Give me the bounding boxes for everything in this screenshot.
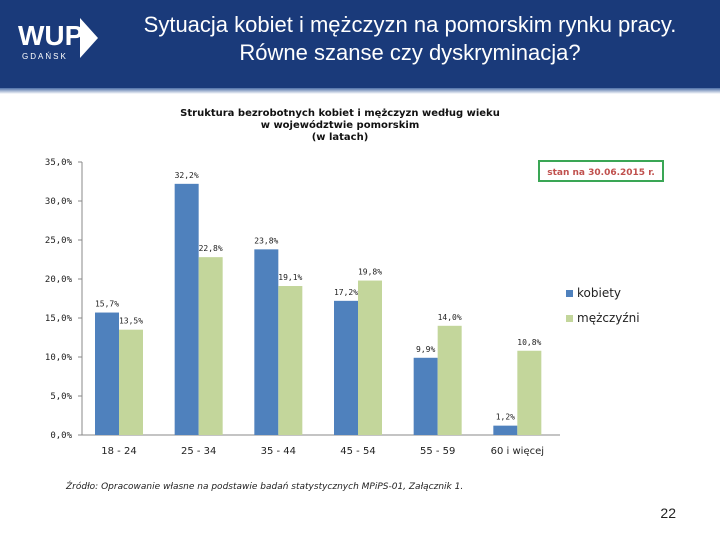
data-label: 23,8%: [254, 236, 278, 245]
x-tick-label: 55 - 59: [420, 446, 455, 457]
legend-label: kobiety: [577, 286, 621, 300]
header-stripe: [0, 88, 720, 94]
data-label: 15,7%: [95, 300, 119, 309]
chart-title: Struktura bezrobotnych kobiet i mężczyzn…: [140, 108, 540, 144]
bar-kobiety: [493, 425, 518, 435]
data-label: 13,5%: [119, 317, 143, 326]
slide-title-line-1: Sytuacja kobiet i mężczyzn na pomorskim …: [143, 12, 677, 37]
data-label: 14,0%: [438, 313, 462, 322]
data-label: 10,8%: [517, 338, 541, 347]
bar-mezczyzni: [278, 286, 303, 435]
data-label: 22,8%: [199, 244, 223, 253]
bar-mezczyzni: [437, 325, 462, 435]
slide-title-line-2: Równe szanse czy dyskryminacja?: [239, 40, 581, 65]
y-tick-label: 35,0%: [45, 158, 73, 168]
legend-swatch-mezczyzni: [566, 315, 573, 322]
y-tick-label: 20,0%: [45, 275, 73, 285]
y-tick-label: 0,0%: [50, 431, 72, 441]
x-tick-label: 45 - 54: [340, 446, 375, 457]
date-stamp-text: stan na 30.06.2015 r.: [547, 168, 655, 178]
bar-kobiety: [334, 300, 358, 435]
data-label: 9,9%: [416, 345, 435, 354]
y-tick-label: 25,0%: [45, 236, 73, 246]
svg-text:WUP: WUP: [18, 20, 83, 51]
chart-title-line-3: (w latach): [311, 132, 369, 143]
bar-mezczyzni: [198, 257, 223, 435]
bar-kobiety: [254, 249, 279, 435]
bar-kobiety: [95, 312, 119, 435]
bar-mezczyzni: [517, 350, 542, 435]
x-tick-label: 60 i więcej: [491, 446, 544, 457]
page-number: 22: [660, 505, 676, 521]
data-label: 19,8%: [358, 268, 382, 277]
wup-logo: WUP GDAŃSK: [14, 12, 100, 64]
bar-kobiety: [413, 357, 438, 435]
data-label: 19,1%: [278, 273, 302, 282]
slide-header: WUP GDAŃSK Sytuacja kobiet i mężczyzn na…: [0, 0, 720, 88]
y-tick-label: 30,0%: [45, 197, 73, 207]
legend-swatch-kobiety: [566, 290, 573, 297]
svg-text:GDAŃSK: GDAŃSK: [22, 52, 68, 61]
data-label: 32,2%: [175, 171, 199, 180]
x-tick-label: 35 - 44: [261, 446, 296, 457]
bar-mezczyzni: [358, 280, 382, 435]
y-tick-label: 10,0%: [45, 353, 73, 363]
data-label: 1,2%: [496, 413, 515, 422]
data-label: 17,2%: [334, 288, 358, 297]
chart-title-line-2: w województwie pomorskim: [260, 120, 420, 131]
y-tick-label: 15,0%: [45, 314, 73, 324]
chart-title-line-1: Struktura bezrobotnych kobiet i mężczyzn…: [180, 108, 500, 119]
y-tick-label: 5,0%: [50, 392, 72, 402]
source-note: Źródło: Opracowanie własne na podstawie …: [66, 482, 464, 492]
bar-mezczyzni: [119, 329, 143, 435]
legend-label: mężczyźni: [577, 311, 640, 325]
x-tick-label: 18 - 24: [101, 446, 136, 457]
date-stamp-box: [538, 160, 664, 182]
bar-kobiety: [174, 183, 199, 435]
x-tick-label: 25 - 34: [181, 446, 216, 457]
